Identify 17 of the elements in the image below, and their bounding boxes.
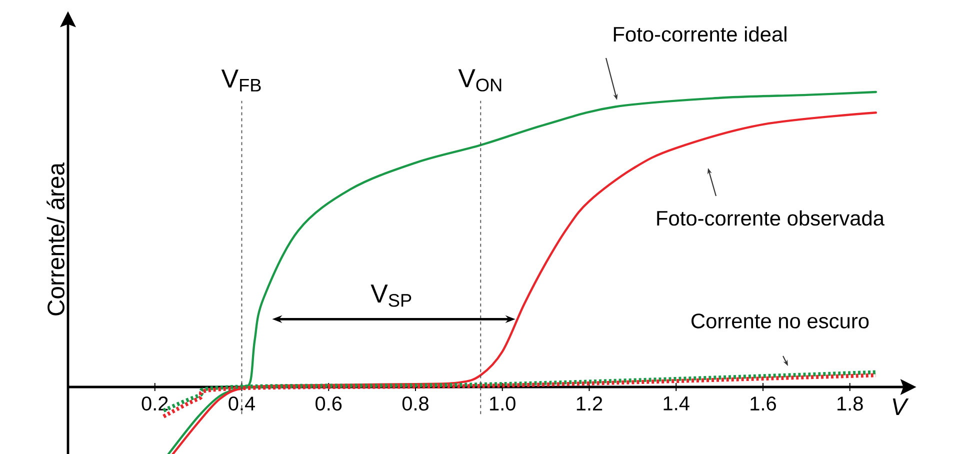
x-axis-title: V [892, 398, 909, 415]
x-tick-label: 1.8 [838, 396, 863, 411]
annotation: V$_{SP}$ [370, 284, 412, 307]
ref-line-label: V$_{ON}$ [458, 69, 502, 92]
x-tick-label: 0.6 [316, 396, 342, 411]
x-tick-label: 0.8 [402, 396, 428, 411]
x-tick-label: 1.6 [750, 396, 776, 411]
text: Corrente no escuro [692, 314, 869, 328]
text: Foto-corrente ideal [614, 26, 786, 42]
y-axis-title: Corrente/ área [46, 162, 64, 316]
text: Foto-corrente observada [657, 210, 885, 226]
x-tick-label: 0.2 [142, 396, 168, 411]
x-tick-label: 1.2 [576, 396, 602, 410]
ref-line-label: V$_{FB}$ [221, 70, 261, 92]
x-tick-label: 1.4 [664, 396, 690, 410]
x-tick-label: 1.0 [490, 396, 516, 411]
x-tick-label: 0.4 [228, 396, 256, 411]
